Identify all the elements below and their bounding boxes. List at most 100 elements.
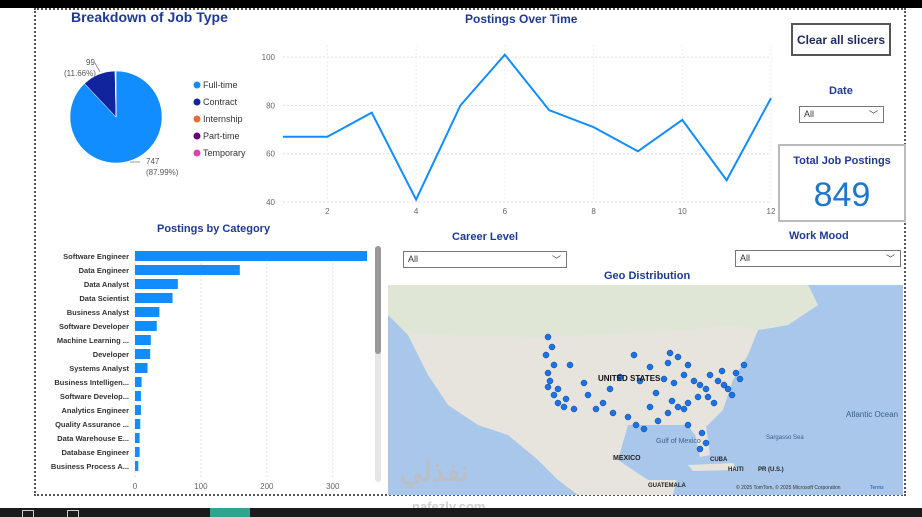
map-location-dot[interactable]: [666, 349, 674, 357]
map-location-dot[interactable]: [560, 403, 568, 411]
map-location-dot[interactable]: [562, 395, 570, 403]
date-slicer-dropdown[interactable]: All ﹀: [799, 106, 884, 123]
map-location-dot[interactable]: [570, 405, 578, 413]
map-location-dot[interactable]: [704, 393, 712, 401]
map-location-dot[interactable]: [724, 385, 732, 393]
map-label-cuba: CUBA: [710, 457, 728, 463]
map-location-dot[interactable]: [632, 421, 640, 429]
legend-item-contract[interactable]: Contract: [203, 97, 238, 107]
bar[interactable]: [135, 363, 148, 373]
bar-chart-scrollbar[interactable]: [375, 246, 381, 482]
bar[interactable]: [135, 433, 140, 443]
legend-item-full-time[interactable]: Full-time: [203, 80, 238, 90]
map-location-dot[interactable]: [544, 383, 552, 391]
map-location-dot[interactable]: [652, 389, 660, 397]
map-location-dot[interactable]: [546, 377, 554, 385]
map-location-dot[interactable]: [684, 421, 692, 429]
line-series[interactable]: [283, 53, 772, 202]
map-location-dot[interactable]: [696, 381, 704, 389]
bar[interactable]: [135, 279, 178, 289]
map-location-dot[interactable]: [640, 425, 648, 433]
career-level-dropdown[interactable]: All ﹀: [403, 251, 567, 268]
bar[interactable]: [135, 447, 140, 457]
map-location-dot[interactable]: [554, 385, 562, 393]
map-location-dot[interactable]: [542, 351, 550, 359]
bar[interactable]: [135, 377, 142, 387]
geo-map[interactable]: UNITED STATES MEXICO Gulf of Mexico Atla…: [388, 285, 903, 495]
map-location-dot[interactable]: [580, 379, 588, 387]
watermark-logo: نفذلي: [400, 456, 469, 487]
map-location-dot[interactable]: [584, 391, 592, 399]
map-location-dot[interactable]: [728, 391, 736, 399]
map-location-dot[interactable]: [718, 367, 726, 375]
map-location-dot[interactable]: [684, 399, 692, 407]
map-location-dot[interactable]: [544, 369, 552, 377]
map-location-dot[interactable]: [664, 409, 672, 417]
map-location-dot[interactable]: [702, 385, 710, 393]
map-location-dot[interactable]: [646, 403, 654, 411]
map-location-dot[interactable]: [690, 377, 698, 385]
bar[interactable]: [135, 405, 141, 415]
map-location-dot[interactable]: [714, 377, 722, 385]
bar[interactable]: [135, 461, 139, 471]
map-label-mexico: MEXICO: [613, 455, 641, 462]
map-location-dot[interactable]: [732, 369, 740, 377]
map-location-dot[interactable]: [592, 405, 600, 413]
map-location-dot[interactable]: [646, 363, 654, 371]
map-location-dot[interactable]: [636, 377, 644, 385]
map-location-dot[interactable]: [606, 385, 614, 393]
map-location-dot[interactable]: [698, 429, 706, 437]
map-location-dot[interactable]: [550, 391, 558, 399]
active-taskbar-tab[interactable]: [210, 508, 250, 517]
map-location-dot[interactable]: [630, 351, 638, 359]
window-icon[interactable]: [22, 510, 34, 517]
bar[interactable]: [135, 335, 151, 345]
bar[interactable]: [135, 265, 240, 275]
legend-item-internship[interactable]: Internship: [203, 114, 243, 124]
map-location-dot[interactable]: [720, 381, 728, 389]
legend-marker-full-time: [193, 81, 201, 89]
bar[interactable]: [135, 349, 151, 359]
legend-marker-contract: [193, 98, 201, 106]
legend-item-temporary[interactable]: Temporary: [203, 148, 246, 158]
scrollbar-thumb[interactable]: [375, 246, 381, 354]
map-location-dot[interactable]: [674, 403, 682, 411]
map-location-dot[interactable]: [702, 439, 710, 447]
map-location-dot[interactable]: [740, 361, 748, 369]
map-location-dot[interactable]: [696, 445, 704, 453]
work-mood-dropdown[interactable]: All ﹀: [735, 250, 901, 267]
bar[interactable]: [135, 307, 160, 317]
map-location-dot[interactable]: [548, 343, 556, 351]
map-location-dot[interactable]: [599, 399, 607, 407]
map-location-dot[interactable]: [684, 361, 692, 369]
map-location-dot[interactable]: [706, 371, 714, 379]
map-location-dot[interactable]: [624, 413, 632, 421]
folder-icon[interactable]: [67, 510, 79, 517]
map-location-dot[interactable]: [660, 375, 668, 383]
bar[interactable]: [135, 251, 368, 261]
map-location-dot[interactable]: [674, 353, 682, 361]
bar[interactable]: [135, 321, 157, 331]
map-location-dot[interactable]: [670, 379, 678, 387]
clear-slicers-button[interactable]: Clear all slicers: [791, 23, 891, 56]
bar[interactable]: [135, 419, 141, 429]
map-location-dot[interactable]: [694, 393, 702, 401]
map-location-dot[interactable]: [710, 399, 718, 407]
legend-item-part-time[interactable]: Part-time: [203, 131, 240, 141]
map-location-dot[interactable]: [654, 417, 662, 425]
map-location-dot[interactable]: [554, 399, 562, 407]
bar[interactable]: [135, 391, 141, 401]
map-location-dot[interactable]: [616, 373, 624, 381]
map-location-dot[interactable]: [566, 361, 574, 369]
map-location-dot[interactable]: [680, 371, 688, 379]
bar[interactable]: [135, 293, 173, 303]
map-terms-link[interactable]: Terms: [870, 485, 884, 491]
map-location-dot[interactable]: [609, 409, 617, 417]
category-label: Data Warehouse E...: [57, 434, 129, 443]
map-location-dot[interactable]: [736, 375, 744, 383]
map-location-dot[interactable]: [664, 359, 672, 367]
map-location-dot[interactable]: [544, 333, 552, 341]
map-location-dot[interactable]: [550, 361, 558, 369]
map-location-dot[interactable]: [668, 397, 676, 405]
map-location-dot[interactable]: [680, 405, 688, 413]
